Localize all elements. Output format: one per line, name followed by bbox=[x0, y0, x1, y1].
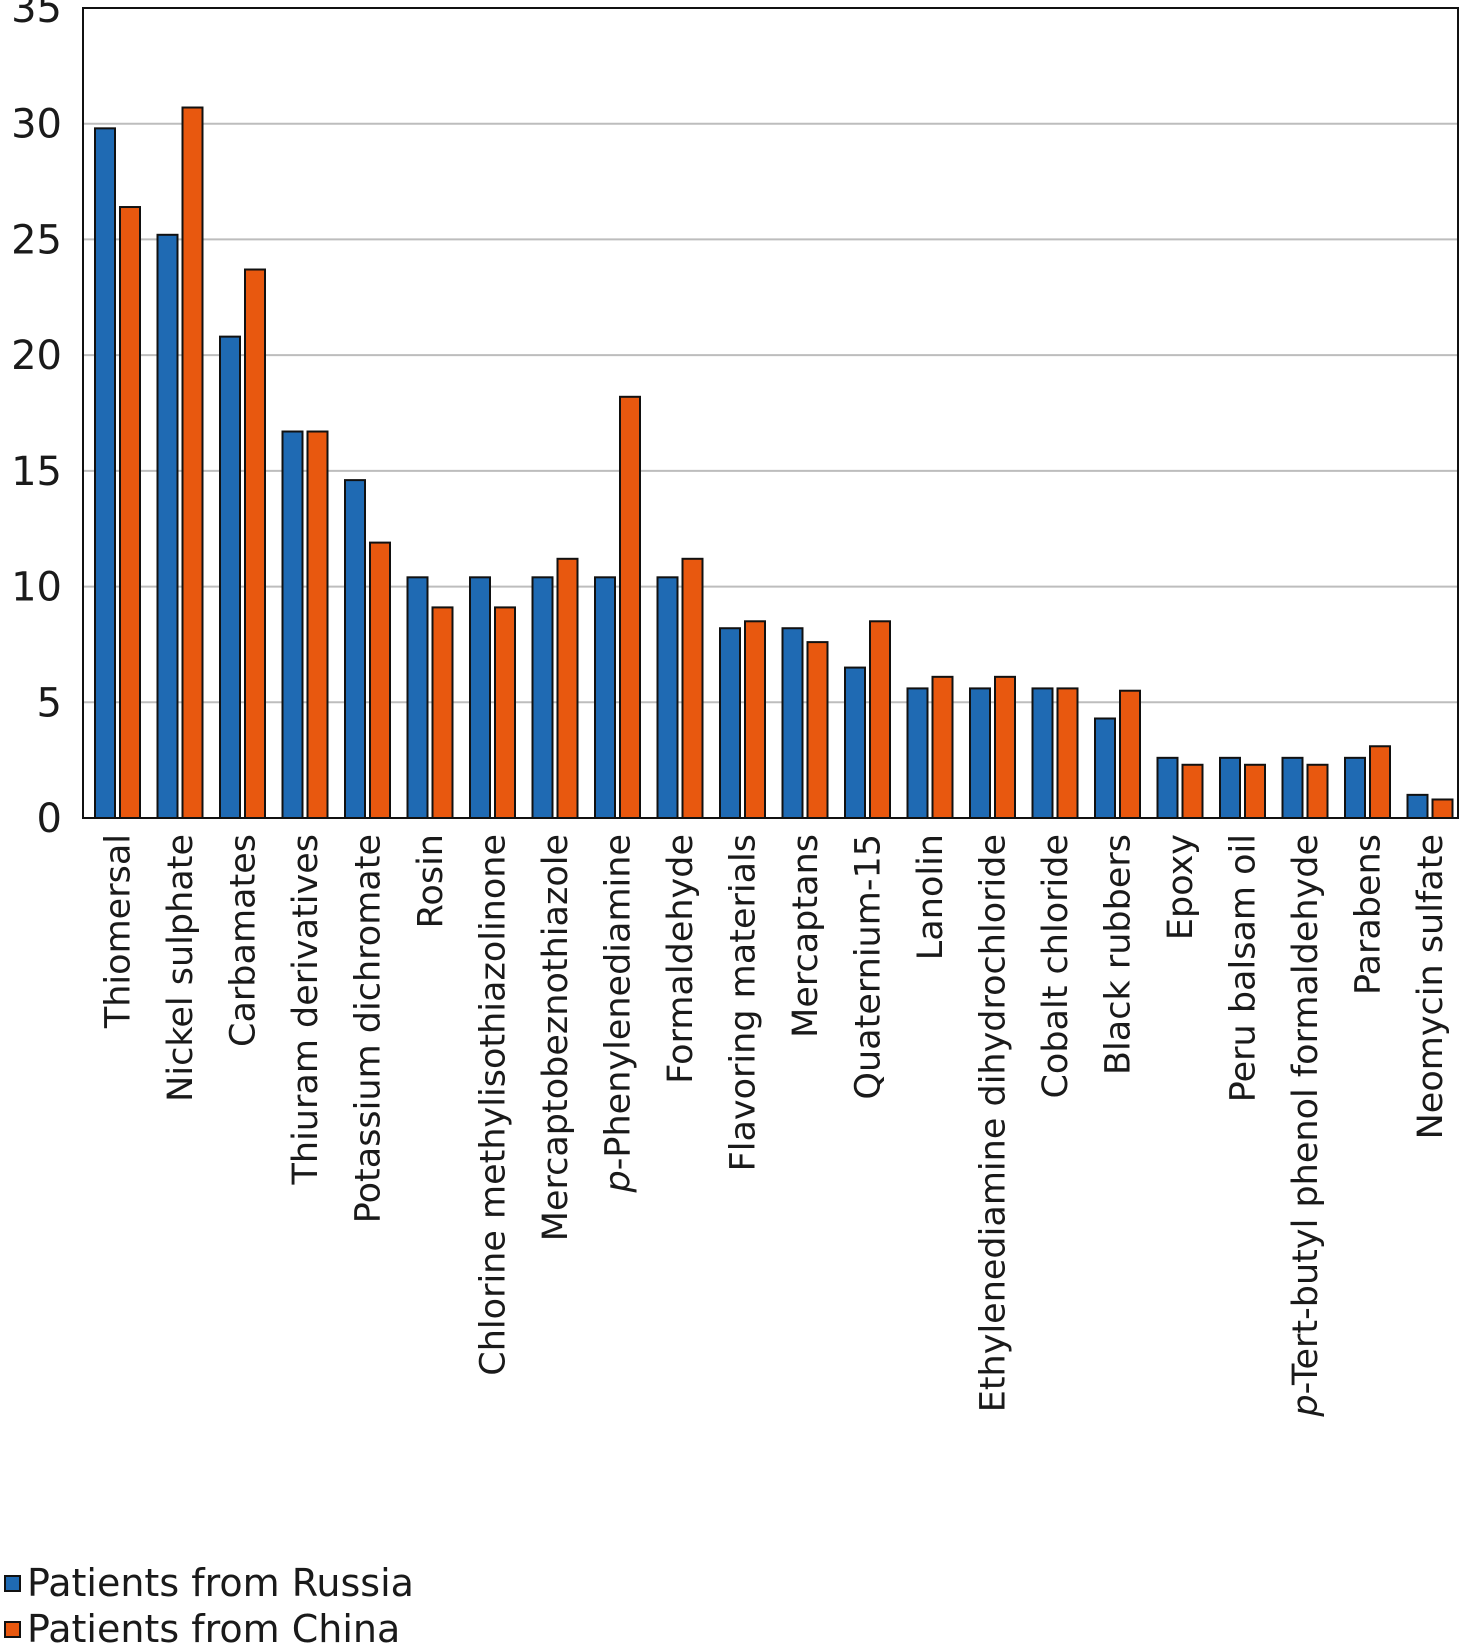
bar-china-16 bbox=[1119, 689, 1141, 820]
x-category-label-8: p-Phenylenediamine bbox=[599, 834, 639, 1193]
legend-item-china: Patients from China bbox=[4, 1606, 414, 1652]
legend-swatch-russia bbox=[4, 1574, 21, 1592]
bar-china-12 bbox=[869, 620, 891, 819]
x-category-label-16: Black rubbers bbox=[1099, 834, 1139, 1075]
bar-russia-16 bbox=[1094, 717, 1116, 819]
bar-china-18 bbox=[1244, 763, 1266, 819]
bar-russia-14 bbox=[969, 687, 991, 820]
bar-russia-4 bbox=[344, 479, 366, 819]
bar-china-10 bbox=[744, 620, 766, 819]
plot-area-frame bbox=[82, 7, 1459, 819]
x-category-label-2: Carbamates bbox=[224, 834, 264, 1047]
bar-russia-8 bbox=[594, 576, 616, 819]
x-category-label-21: Neomycin sulfate bbox=[1411, 834, 1451, 1139]
bars bbox=[94, 106, 1454, 820]
bar-china-7 bbox=[556, 557, 579, 819]
legend-label-russia: Patients from Russia bbox=[27, 1561, 414, 1605]
bar-russia-11 bbox=[781, 627, 804, 819]
bar-russia-2 bbox=[219, 335, 241, 819]
bar-china-0 bbox=[119, 206, 141, 819]
bar-china-2 bbox=[244, 268, 266, 819]
x-category-label-18: Peru balsam oil bbox=[1224, 834, 1264, 1102]
bar-russia-17 bbox=[1156, 756, 1179, 819]
x-category-label-14: Ethylenediamine dihydrochloride bbox=[974, 834, 1014, 1412]
bar-chart: 0 5 10 15 20 25 30 35 Thiomersal Nickel sulphate… bbox=[11, 0, 1459, 1418]
y-tick-label-25: 25 bbox=[11, 217, 62, 263]
x-category-label-19: p-Tert-butyl phenol formaldehyde bbox=[1286, 834, 1326, 1418]
x-category-label-3: Thiuram derivatives bbox=[286, 834, 326, 1185]
x-category-label-20: Parabens bbox=[1349, 834, 1389, 995]
bar-china-20 bbox=[1369, 745, 1391, 819]
x-category-label-0: Thiomersal bbox=[99, 834, 139, 1029]
y-axis-tick-labels: 0 5 10 15 20 25 30 35 bbox=[11, 0, 62, 842]
x-category-label-1: Nickel sulphate bbox=[161, 834, 201, 1102]
legend-label-china: Patients from China bbox=[27, 1607, 401, 1651]
bar-china-6 bbox=[494, 606, 516, 820]
bar-china-8 bbox=[619, 395, 641, 819]
x-category-label-13: Lanolin bbox=[911, 834, 951, 960]
bar-china-14 bbox=[994, 675, 1016, 819]
legend: Patients from Russia Patients from China bbox=[4, 1560, 414, 1652]
y-tick-label-15: 15 bbox=[11, 449, 62, 495]
bar-china-5 bbox=[431, 606, 454, 820]
bar-russia-0 bbox=[94, 127, 116, 820]
bar-china-21 bbox=[1431, 798, 1454, 820]
bar-russia-7 bbox=[531, 576, 554, 819]
bar-russia-10 bbox=[719, 627, 741, 819]
bar-russia-18 bbox=[1219, 756, 1241, 819]
bar-russia-6 bbox=[469, 576, 491, 819]
x-category-label-6: Chlorine methylisothiazolinone bbox=[474, 834, 514, 1376]
x-category-label-15: Cobalt chloride bbox=[1036, 834, 1076, 1099]
bar-china-13 bbox=[931, 675, 954, 819]
bar-china-17 bbox=[1181, 763, 1204, 819]
y-tick-label-20: 20 bbox=[11, 333, 62, 379]
y-tick-label-10: 10 bbox=[11, 565, 62, 611]
bar-russia-19 bbox=[1281, 756, 1304, 819]
bar-china-3 bbox=[306, 430, 329, 819]
x-category-label-11: Mercaptans bbox=[786, 834, 826, 1038]
y-tick-label-5: 5 bbox=[37, 680, 62, 726]
bar-china-11 bbox=[806, 641, 829, 819]
bar-china-1 bbox=[181, 106, 204, 819]
bar-china-9 bbox=[681, 557, 704, 819]
bar-russia-20 bbox=[1344, 756, 1366, 819]
x-category-label-5: Rosin bbox=[411, 834, 451, 928]
bar-china-4 bbox=[369, 541, 391, 819]
bar-china-19 bbox=[1306, 763, 1329, 819]
x-category-label-17: Epoxy bbox=[1161, 834, 1201, 940]
bar-russia-13 bbox=[906, 687, 929, 820]
y-tick-label-30: 30 bbox=[11, 102, 62, 148]
x-category-label-12: Quaternium-15 bbox=[849, 834, 889, 1100]
bar-russia-3 bbox=[281, 430, 304, 819]
bar-russia-12 bbox=[844, 666, 866, 819]
bar-russia-21 bbox=[1406, 793, 1429, 819]
bar-russia-5 bbox=[406, 576, 429, 819]
x-category-label-10: Flavoring materials bbox=[724, 834, 764, 1171]
legend-item-russia: Patients from Russia bbox=[4, 1560, 414, 1606]
bar-china-15 bbox=[1056, 687, 1079, 820]
legend-swatch-china bbox=[4, 1620, 21, 1638]
x-axis-category-labels: Thiomersal Nickel sulphate Carbamates Thiur… bbox=[99, 834, 1452, 1418]
y-tick-label-35: 35 bbox=[11, 0, 62, 32]
y-tick-label-0: 0 bbox=[37, 796, 62, 842]
bar-russia-15 bbox=[1031, 687, 1054, 820]
x-category-label-9: Formaldehyde bbox=[661, 834, 701, 1084]
bar-russia-9 bbox=[656, 576, 679, 819]
bar-russia-1 bbox=[156, 233, 179, 820]
x-category-label-7: Mercaptobeznothiazole bbox=[536, 834, 576, 1241]
x-category-label-4: Potassium dichromate bbox=[349, 834, 389, 1223]
